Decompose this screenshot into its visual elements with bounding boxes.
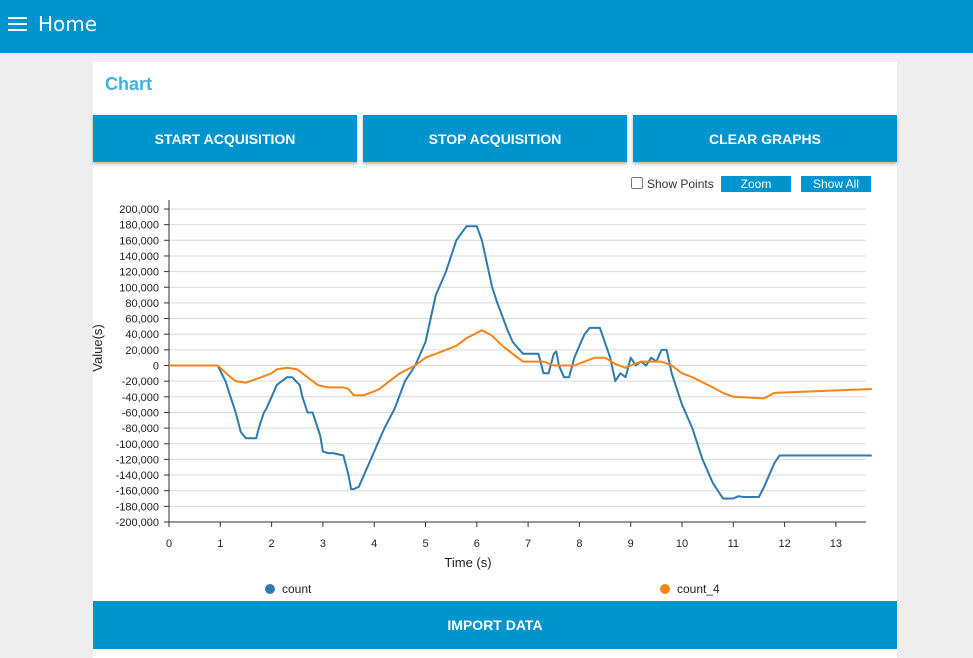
- y-tick-label: -180,000: [116, 501, 159, 513]
- y-tick-label: 0: [153, 361, 159, 373]
- x-tick-label: 8: [576, 538, 582, 550]
- y-tick-label: 140,000: [119, 251, 159, 263]
- x-tick-label: 13: [830, 538, 842, 550]
- y-tick-label: -40,000: [122, 392, 159, 404]
- x-tick-labels: 0 1 2 3 4 5 6 7 8 9 10 11 12 13: [166, 522, 842, 550]
- grid-lines: [164, 208, 866, 523]
- x-tick-label: 7: [525, 538, 531, 550]
- series-line-count-4: [169, 329, 872, 400]
- show-all-button[interactable]: Show All: [801, 176, 871, 192]
- y-tick-label: 40,000: [125, 329, 159, 341]
- x-tick-label: 1: [217, 538, 223, 550]
- x-tick-label: 3: [320, 538, 326, 550]
- legend-label: count_4: [677, 582, 720, 596]
- y-tick-label: -200,000: [116, 517, 159, 529]
- y-tick-label: 180,000: [119, 220, 159, 232]
- x-tick-label: 12: [778, 538, 790, 550]
- zoom-button[interactable]: Zoom: [721, 176, 791, 192]
- y-tick-label: -100,000: [116, 439, 159, 451]
- y-tick-label: 120,000: [119, 267, 159, 279]
- series-line-count: [169, 225, 872, 500]
- axes: [168, 200, 866, 523]
- clear-graphs-button[interactable]: CLEAR GRAPHS: [633, 115, 897, 162]
- menu-icon[interactable]: [8, 15, 28, 33]
- y-tick-label: -140,000: [116, 470, 159, 482]
- y-tick-label: -120,000: [116, 454, 159, 466]
- page-title: Home: [38, 12, 98, 36]
- y-tick-label: -20,000: [122, 376, 159, 388]
- y-tick-labels: 200,000 180,000 160,000 140,000 120,000 100,0…: [116, 204, 159, 529]
- legend: count count_4: [265, 582, 720, 596]
- x-tick-label: 6: [474, 538, 480, 550]
- stop-acquisition-button[interactable]: STOP ACQUISITION: [363, 115, 627, 162]
- x-tick-label: 4: [371, 538, 377, 550]
- legend-marker: [265, 584, 275, 594]
- start-acquisition-button[interactable]: START ACQUISITION: [93, 115, 357, 162]
- x-axis-label: Time (s): [444, 555, 491, 570]
- top-bar: Home: [0, 0, 973, 53]
- x-tick-label: 10: [676, 538, 688, 550]
- y-tick-label: -80,000: [122, 423, 159, 435]
- y-axis-label: Value(s): [90, 324, 105, 371]
- x-tick-label: 9: [628, 538, 634, 550]
- y-tick-label: -160,000: [116, 486, 159, 498]
- y-tick-label: 160,000: [119, 235, 159, 247]
- y-tick-label: 20,000: [125, 345, 159, 357]
- import-data-button[interactable]: IMPORT DATA: [93, 601, 897, 649]
- x-tick-label: 2: [269, 538, 275, 550]
- y-tick-label: 60,000: [125, 314, 159, 326]
- x-tick-label: 11: [728, 538, 739, 550]
- y-tick-label: 100,000: [119, 282, 159, 294]
- card-title: Chart: [105, 74, 153, 94]
- show-points-checkbox[interactable]: [631, 177, 643, 189]
- legend-label: count: [282, 582, 312, 596]
- y-tick-label: 80,000: [125, 298, 159, 310]
- legend-marker: [660, 584, 670, 594]
- show-points-label: Show Points: [647, 177, 714, 191]
- x-tick-label: 5: [422, 538, 428, 550]
- y-tick-label: -60,000: [122, 407, 159, 419]
- y-tick-label: 200,000: [119, 204, 159, 216]
- x-tick-label: 0: [166, 538, 172, 550]
- series-lines: [169, 225, 872, 500]
